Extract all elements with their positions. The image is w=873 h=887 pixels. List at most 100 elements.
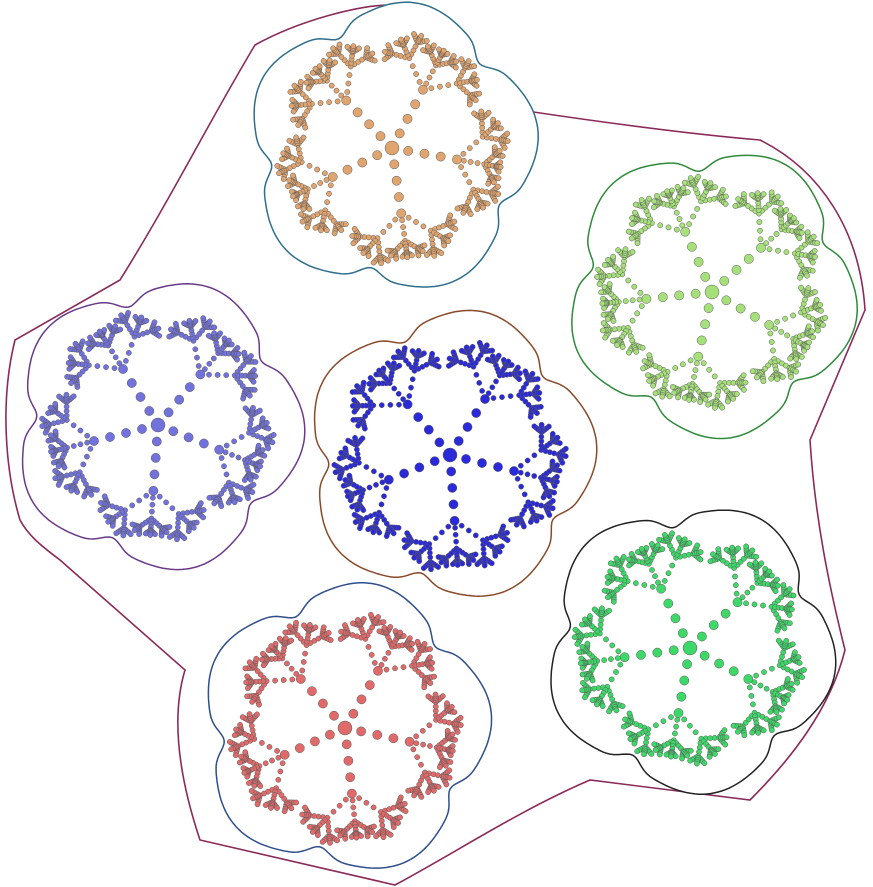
fractal-dot	[217, 330, 224, 337]
fractal-dot	[609, 337, 616, 344]
fractal-dot	[729, 544, 736, 551]
fractal-dot	[461, 454, 471, 464]
fractal-dot	[320, 624, 327, 631]
fractal-dot	[260, 662, 267, 669]
fractal-dot	[627, 736, 634, 742]
fractal-dot	[605, 594, 611, 601]
fractal-dot	[443, 562, 450, 569]
fractal-dot	[554, 434, 561, 441]
fractal-dot	[556, 467, 563, 474]
fractal-dot	[334, 98, 341, 105]
fractal-dot	[226, 739, 233, 745]
fractal-dot	[779, 374, 786, 380]
fractal-dot	[131, 527, 138, 533]
fractal-dot	[272, 677, 278, 684]
fractal-dot	[640, 365, 646, 372]
fractal-dot	[317, 180, 324, 186]
fractal-dot	[362, 425, 368, 432]
fractal-dot	[329, 710, 339, 721]
fractal-dot	[680, 361, 686, 368]
fractal-dot	[743, 674, 754, 684]
fractal-dot	[722, 741, 729, 748]
fractal-dot	[484, 200, 491, 207]
fractal-dot	[249, 489, 256, 495]
fractal-dot	[634, 310, 641, 317]
fractal-dot	[442, 447, 458, 463]
fractal-dot	[534, 410, 540, 416]
fractal-dot	[395, 348, 402, 355]
fractal-dot	[341, 739, 352, 750]
fractal-dot	[721, 295, 732, 306]
fractal-dot	[694, 206, 700, 212]
fractal-dot	[485, 109, 492, 116]
fractal-dot	[344, 493, 351, 500]
fractal-dot	[211, 324, 218, 331]
fractal-dot	[694, 542, 701, 549]
fractal-dot	[404, 254, 411, 261]
fractal-dot	[809, 267, 816, 274]
fractal-dot	[52, 468, 58, 474]
fractal-dot	[480, 394, 490, 404]
fractal-dot	[728, 666, 739, 677]
fractal-dot	[376, 529, 383, 536]
fractal-dot	[259, 740, 265, 746]
fractal-dot	[451, 709, 458, 716]
fractal-dot	[626, 562, 632, 569]
fractal-dot	[471, 71, 478, 78]
fractal-dot	[127, 531, 134, 538]
fractal-dot	[485, 180, 492, 187]
fractal-dot	[571, 634, 578, 640]
fractal-dot	[168, 426, 179, 437]
fractal-dot	[426, 722, 433, 729]
fractal-dot	[284, 145, 290, 152]
fractal-dot	[432, 535, 439, 542]
fractal-dot	[89, 436, 99, 446]
fractal-dot	[488, 560, 495, 567]
fractal-dot	[70, 393, 77, 400]
fractal-dot	[190, 524, 197, 531]
fractal-dot	[774, 721, 780, 728]
fractal-dot	[341, 95, 352, 106]
fractal-dot	[304, 224, 311, 231]
fractal-dot	[66, 366, 73, 372]
fractal-dot	[756, 242, 766, 253]
fractal-dot	[240, 395, 246, 402]
fractal-dot	[288, 805, 295, 812]
fractal-dot	[443, 781, 450, 788]
fractal-dot	[418, 761, 424, 768]
fractal-dot	[324, 227, 330, 234]
fractal-dot	[788, 374, 794, 380]
fractal-dot	[151, 319, 158, 326]
fractal-dot	[383, 474, 394, 485]
fractal-dot	[740, 372, 747, 379]
fractal-dot	[350, 620, 356, 627]
fractal-dot	[419, 727, 426, 734]
fractal-dot	[293, 799, 300, 806]
fractal-dot	[582, 616, 588, 623]
fractal-dot	[812, 289, 818, 295]
fractal-dot	[458, 164, 464, 170]
fractal-dot	[534, 384, 541, 391]
fractal-dot	[380, 834, 387, 841]
fractal-dot	[453, 58, 459, 65]
fractal-dot	[420, 47, 426, 53]
fractal-dot	[517, 469, 524, 476]
fractal-dot	[118, 312, 124, 319]
fractal-dot	[649, 541, 655, 547]
fractal-dot	[382, 655, 388, 662]
fractal-dot	[497, 164, 504, 170]
fractal-dot	[779, 706, 785, 713]
fractal-dot	[383, 666, 390, 673]
fractal-dot	[399, 217, 405, 224]
fractal-dot	[303, 79, 310, 86]
fractal-dot	[681, 179, 688, 186]
fractal-dot	[268, 643, 275, 649]
fractal-dot	[143, 492, 150, 499]
fractal-dot	[674, 290, 685, 301]
fractal-dot	[484, 342, 490, 349]
fractal-dot	[414, 754, 421, 760]
fractal-dot	[306, 823, 313, 830]
fractal-dot	[445, 363, 452, 369]
fractal-dot	[77, 441, 84, 448]
fractal-dot	[387, 402, 394, 408]
